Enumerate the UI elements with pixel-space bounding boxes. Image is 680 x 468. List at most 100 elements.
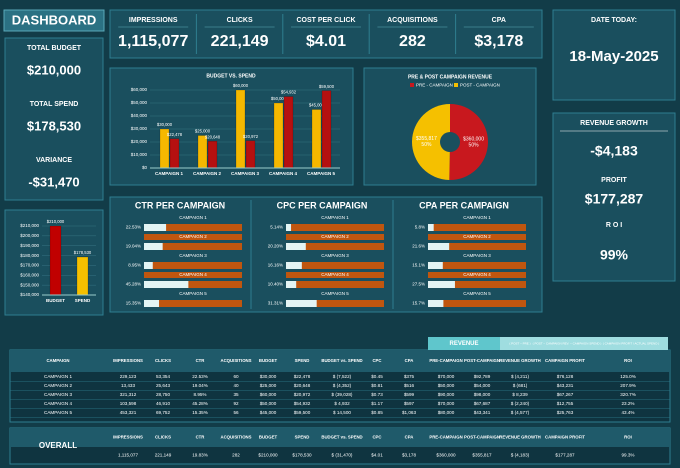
cell: 56 [233, 410, 239, 415]
cell: $1.17 [371, 401, 383, 406]
label-bar [144, 291, 242, 297]
label-bar [428, 272, 526, 278]
cell: $1,063 [402, 410, 416, 415]
cell: 19.83% [192, 453, 208, 458]
cell: 43.4% [621, 410, 634, 415]
column-header: BUDGET [259, 435, 278, 440]
chart-title: BUDGET VS. SPEND [206, 73, 256, 79]
progress-bar [428, 224, 434, 231]
cell: $ (31,470) [332, 453, 353, 458]
cell: $ (4,211) [511, 374, 530, 379]
cell: $45,000 [260, 410, 277, 415]
cell: $ (4,577) [511, 410, 530, 415]
summary-label: VARIANCE [36, 157, 72, 164]
note-bg [500, 337, 540, 350]
value-label: 15.35% [126, 301, 141, 306]
legend-label: PRE - CAMPAIGN [416, 83, 453, 88]
category-label: CAMPAIGN 4 [463, 272, 491, 277]
category-label: CAMPAIGN 3 [179, 253, 207, 258]
column-header: POST-CAMPAIGN [464, 358, 500, 363]
pie-slice [449, 104, 489, 181]
y-tick-label: $0 [142, 165, 148, 170]
y-tick-label: $140,000 [20, 292, 39, 297]
value-label: 19.04% [126, 244, 141, 249]
value-label: 5.14% [270, 225, 283, 230]
kpi-label: CLICKS [227, 17, 253, 24]
column-header: ACQUISITIONS [220, 358, 251, 363]
y-tick-label: $40,000 [131, 113, 148, 118]
progress-bar [144, 243, 163, 250]
label-bar [286, 234, 384, 240]
value-label: $355,817 [416, 136, 437, 142]
track [428, 224, 526, 231]
cell: $597 [404, 401, 415, 406]
chart-title: PRE & POST CAMPAIGN REVENUE [408, 74, 493, 80]
cell: $ 14,500 [333, 410, 351, 415]
cell: $4.01 [371, 453, 383, 458]
progress-bar [286, 243, 306, 250]
column-header: CAMPAIGN PROFIT [545, 358, 585, 363]
progress-bar [428, 243, 450, 250]
column-header: CPC [372, 358, 381, 363]
bar [76, 256, 89, 296]
chart-title: CPC PER CAMPAIGN [277, 200, 368, 210]
legend-label: POST - CAMPAIGN [460, 83, 500, 88]
pie-hole [440, 132, 460, 152]
value-label: $360,000 [463, 137, 484, 143]
column-header: ROI [624, 358, 632, 363]
cell: $20,972 [294, 392, 311, 397]
overall-label: OVERALL [39, 441, 77, 450]
date-value: 18-May-2025 [569, 48, 658, 65]
value-label: $45,000 [309, 103, 325, 108]
cell: $54,932 [294, 401, 311, 406]
y-tick-label: $170,000 [20, 263, 39, 268]
cell: $90,000 [438, 392, 455, 397]
bar [197, 135, 208, 169]
label-bar [286, 291, 384, 297]
label-bar [286, 272, 384, 278]
result-value: -$4,183 [590, 143, 638, 159]
progress-bar [286, 262, 302, 269]
category-label: CAMPAIGN 2 [321, 234, 349, 239]
result-label: PROFIT [601, 177, 627, 184]
cell: 13,433 [121, 383, 135, 388]
value-label: 22.53% [126, 225, 141, 230]
share-label: 50% [469, 143, 480, 149]
value-label: 20.20% [268, 244, 283, 249]
chart-title: CPA PER CAMPAIGN [419, 200, 509, 210]
cell: $ 8,239 [512, 392, 528, 397]
result-value: 99% [600, 247, 629, 263]
column-header: CAMPAIGN [46, 358, 69, 363]
progress-bar [144, 300, 160, 307]
track [144, 300, 242, 307]
cell: $0.81 [371, 383, 383, 388]
y-tick-label: $60,000 [131, 87, 148, 92]
track [286, 300, 384, 307]
track [428, 281, 526, 288]
cell: $355,817 [472, 453, 492, 458]
cell: $50,000 [438, 383, 455, 388]
summary-label: TOTAL SPEND [30, 101, 79, 108]
track [286, 224, 384, 231]
value-label: $59,500 [319, 84, 335, 89]
cell: 453,321 [120, 410, 137, 415]
cell: 22.53% [192, 374, 208, 379]
value-label: 16.16% [268, 263, 283, 268]
category-label: CAMPAIGN 1 [463, 215, 491, 220]
column-header: BUDGET vs. SPEND [321, 435, 362, 440]
group-header: REVENUE [449, 341, 478, 347]
column-header: CLICKS [155, 435, 171, 440]
cell: $375 [404, 374, 415, 379]
column-header: IMPRESSIONS [113, 435, 143, 440]
cell: CAMPAIGN 2 [44, 383, 72, 388]
cell: $67,267 [557, 392, 574, 397]
revenue-header-bg [428, 337, 500, 350]
bar [235, 89, 246, 169]
cell: 15.35% [192, 410, 208, 415]
value-label: $50,000 [271, 96, 287, 101]
label-bar [286, 215, 384, 221]
value-label: 15.7% [412, 301, 425, 306]
value-label: $30,000 [157, 122, 173, 127]
category-label: CAMPAIGN 3 [321, 253, 349, 258]
cell: $59,500 [294, 410, 311, 415]
